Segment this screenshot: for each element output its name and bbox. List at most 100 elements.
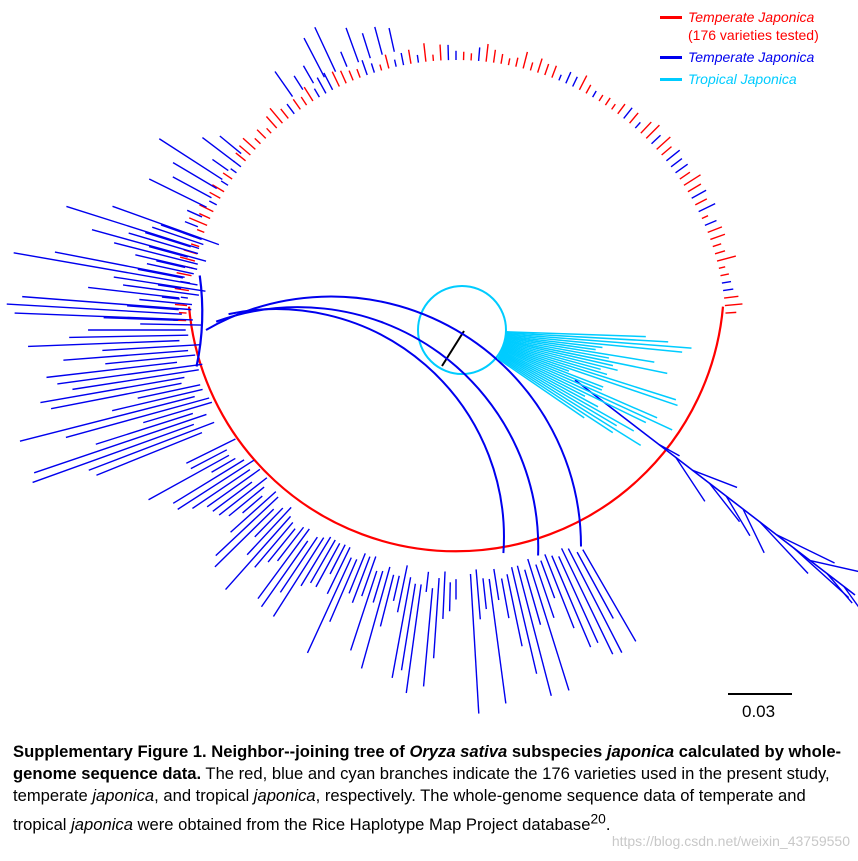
- leaf-branch: [225, 515, 292, 591]
- leaf-branch: [536, 58, 543, 73]
- leaf-branch: [535, 564, 555, 619]
- leaf-branch: [582, 549, 637, 642]
- leaf-branch: [432, 578, 440, 659]
- long-branch: [574, 379, 856, 596]
- leaf-branch: [348, 70, 354, 81]
- leaf-branch: [388, 27, 395, 52]
- leaf-branch: [113, 242, 198, 265]
- leaf-branch: [611, 103, 616, 110]
- leaf-branch: [348, 553, 366, 594]
- leaf-branch: [28, 339, 180, 348]
- leaf-branch: [379, 574, 395, 627]
- leaf-branch: [137, 384, 201, 399]
- leaf-branch: [300, 536, 332, 587]
- legend-item-red: Temperate Japonica (176 varieties tested…: [660, 8, 819, 44]
- leaf-branch: [260, 540, 309, 608]
- leaf-branch: [558, 556, 599, 644]
- leaf-branch: [604, 97, 611, 106]
- leaf-branch: [492, 49, 497, 63]
- leaf-branch: [306, 557, 352, 654]
- leaf-branch: [675, 457, 706, 502]
- leaf-branch: [400, 583, 417, 671]
- leaf-branch: [95, 412, 194, 445]
- leaf-branch: [708, 482, 741, 523]
- leaf-branch: [500, 352, 586, 397]
- leaf-branch: [503, 345, 678, 407]
- leaf-branch: [504, 341, 618, 372]
- leaf-branch: [65, 397, 210, 439]
- leaf-branch: [527, 558, 570, 691]
- leaf-branch: [500, 578, 510, 619]
- leaf-branch: [208, 200, 218, 206]
- leaf-branch: [361, 60, 368, 76]
- leaf-branch: [326, 547, 351, 595]
- leaf-branch: [209, 191, 221, 199]
- leaf-branch: [266, 127, 272, 134]
- legend-label-red: Temperate Japonica: [688, 9, 815, 25]
- leaf-branch: [345, 27, 360, 63]
- leaf-branch: [792, 547, 850, 599]
- leaf-branch: [329, 559, 358, 622]
- leaf-branch: [230, 168, 237, 174]
- leaf-branch: [720, 273, 730, 277]
- leaf-branch: [69, 334, 189, 339]
- leaf-branch: [724, 303, 743, 307]
- leaf-branch: [339, 70, 347, 84]
- leaf-branch: [843, 585, 858, 608]
- leaf-branch: [679, 171, 691, 180]
- backbone-arc-blue-inner-3: [228, 308, 505, 554]
- backbone-arc-blue-upper: [195, 275, 204, 367]
- leaf-branch: [360, 566, 391, 669]
- leaf-branch: [692, 469, 738, 489]
- leaf-branch: [272, 537, 325, 617]
- leaf-branch: [214, 508, 275, 568]
- leaf-branch: [88, 421, 215, 471]
- leaf-branch: [469, 573, 480, 714]
- leaf-branch: [211, 184, 225, 193]
- leaf-branch: [742, 508, 765, 554]
- leaf-branch: [576, 551, 614, 619]
- backbone-arc-blue-inner-1: [205, 295, 582, 547]
- phylogenetic-tree: [6, 26, 858, 714]
- leaf-branch: [331, 71, 340, 87]
- leaf-branch: [22, 295, 192, 311]
- leaf-branch: [558, 74, 562, 81]
- leaf-branch: [196, 228, 205, 234]
- leaf-branch: [111, 388, 203, 412]
- leaf-branch: [493, 568, 500, 601]
- leaf-branch: [148, 245, 188, 258]
- leaf-branch: [349, 570, 378, 651]
- leaf-branch: [384, 54, 390, 69]
- scale-label: 0.03: [742, 702, 776, 721]
- leaf-branch: [233, 160, 242, 168]
- leaf-branch: [499, 353, 599, 408]
- leaf-branch: [57, 363, 203, 385]
- leaf-branch: [379, 64, 383, 71]
- leaf-branch: [33, 413, 207, 474]
- leaf-branch: [314, 26, 337, 72]
- leaf-branch: [504, 339, 668, 375]
- leaf-branch: [721, 280, 732, 284]
- leaf-branch: [691, 189, 707, 199]
- leaf-branch: [54, 251, 185, 278]
- leaf-branch: [212, 158, 229, 172]
- leaf-branch: [254, 507, 284, 538]
- leaf-branch: [199, 212, 211, 220]
- leaf-branch: [392, 575, 400, 602]
- leaf-branch: [439, 44, 442, 61]
- leaf-branch: [515, 57, 519, 67]
- leaf-branch: [683, 174, 701, 186]
- leaf-branch: [422, 588, 434, 687]
- leaf-branch: [826, 573, 853, 604]
- leaf-branch: [40, 376, 185, 404]
- legend-label-cyan: Tropical Japonica: [688, 71, 797, 87]
- leaf-branch: [416, 54, 420, 63]
- leaf-branch: [725, 311, 737, 314]
- legend: Temperate Japonica (176 varieties tested…: [660, 8, 819, 92]
- leaf-branch: [405, 584, 422, 694]
- leaf-branch: [184, 220, 199, 228]
- leaf-branch: [504, 342, 601, 371]
- legend-swatch-blue: [660, 56, 682, 59]
- leaf-branch: [146, 263, 194, 275]
- leaf-branch: [707, 226, 723, 234]
